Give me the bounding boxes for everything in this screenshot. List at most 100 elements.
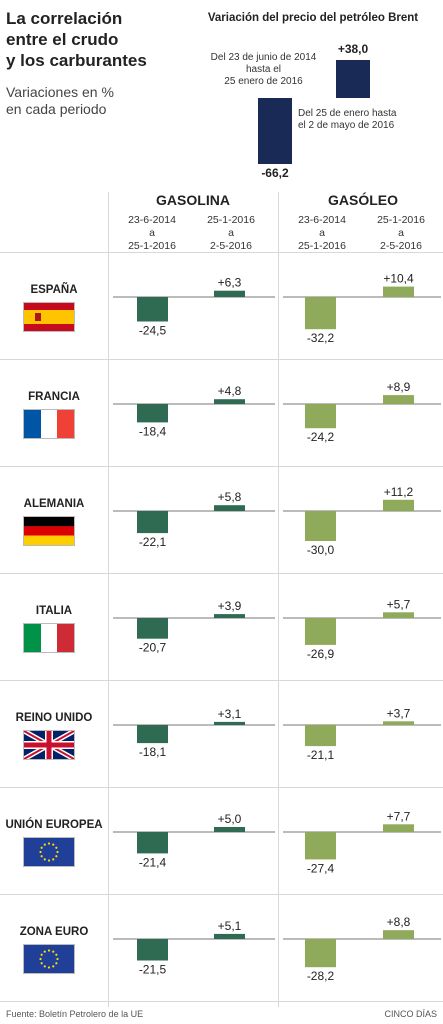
brent-bar-period2 (336, 60, 370, 98)
brent-period1-note: Del 23 de junio de 2014 hasta el 25 ener… (196, 52, 331, 88)
country-label: REINO UNIDO (15, 712, 93, 724)
brent-note-line: 25 enero de 2016 (224, 76, 303, 87)
data-label: -21,1 (307, 748, 335, 762)
bar-gasoleo-period2 (383, 930, 414, 939)
data-label: +7,7 (387, 809, 411, 823)
row-separator (0, 894, 443, 895)
country-label: ESPAÑA (30, 284, 78, 296)
bar-gasolina-period2 (214, 721, 245, 725)
row-separator (0, 787, 443, 788)
bar-gasoleo-period2 (383, 286, 414, 297)
data-label: +5,0 (218, 812, 242, 826)
eu-flag-icon (24, 838, 74, 866)
period-line: 25-1-2016 (128, 240, 176, 252)
data-label: -20,7 (139, 641, 167, 655)
bar-gasolina-period2 (214, 827, 245, 832)
bar-gasolina-period1 (137, 832, 168, 854)
period-line: 25-1-2016 (207, 214, 255, 226)
data-label: +4,8 (218, 384, 242, 398)
period-line: 23-6-2014 (128, 214, 176, 226)
brent-value-period2: +38,0 (337, 42, 369, 56)
data-label: +11,2 (384, 485, 414, 499)
brent-value-period1: -66,2 (261, 166, 289, 181)
bar-gasolina-period1 (137, 725, 168, 744)
period-line: 23-6-2014 (298, 214, 346, 226)
period-line: a (319, 227, 325, 239)
row-separator (0, 573, 443, 574)
bar-gasoleo-period2 (383, 721, 414, 725)
brent-note-line: Del 23 de junio de 2014 (210, 52, 317, 63)
page-subtitle: Variaciones en % en cada periodo (6, 84, 181, 118)
period-line: a (149, 227, 155, 239)
bar-gasolina-period1 (137, 297, 168, 322)
subtitle-line: en cada periodo (6, 101, 107, 117)
period-line: 25-1-2016 (377, 214, 425, 226)
column-header-gasoleo: GASÓLEO (327, 192, 398, 208)
germany-flag-icon (24, 517, 74, 545)
bar-gasolina-period2 (214, 399, 245, 404)
row-separator (0, 1001, 443, 1002)
data-label: -22,1 (139, 535, 167, 549)
data-label: +8,9 (387, 380, 411, 394)
data-label: +5,1 (218, 919, 242, 933)
row-separator (0, 680, 443, 681)
spain-flag-icon (24, 303, 74, 331)
data-label: -32,2 (307, 331, 335, 345)
brand-logo: CINCO DÍAS (384, 1009, 437, 1019)
bar-gasolina-period1 (137, 618, 168, 639)
period1-label-gasoleo: 23-6-2014 a 25-1-2016 (287, 214, 357, 253)
bar-gasoleo-period1 (305, 725, 336, 747)
row-separator (0, 359, 443, 360)
brent-bar-period1 (258, 98, 292, 165)
country-label: FRANCIA (28, 391, 80, 403)
period-line: a (398, 227, 404, 239)
france-flag-icon (24, 410, 74, 438)
bar-gasoleo-period2 (383, 499, 414, 511)
page-title: La correlación entre el crudo y los carb… (6, 8, 181, 71)
bar-gasolina-period1 (137, 404, 168, 423)
bar-gasoleo-period2 (383, 612, 414, 618)
bar-gasolina-period1 (137, 939, 168, 961)
bar-gasolina-period2 (214, 614, 245, 618)
brent-title: Variación del precio del petróleo Brent (207, 12, 419, 24)
column-divider (108, 192, 109, 1007)
subtitle-line: Variaciones en % (6, 84, 114, 100)
brent-note-line: el 2 de mayo de 2016 (298, 120, 395, 131)
country-label: ALEMANIA (23, 498, 85, 510)
row-separator (0, 466, 443, 467)
data-label: +5,7 (387, 597, 411, 611)
period-line: 2-5-2016 (209, 240, 253, 252)
bar-gasoleo-period2 (383, 824, 414, 832)
data-label: -24,5 (139, 324, 167, 338)
bar-gasolina-period1 (137, 511, 168, 534)
country-label: ZONA EURO (19, 926, 89, 938)
bar-gasolina-period2 (214, 505, 245, 511)
data-label: +3,7 (387, 706, 411, 720)
country-label: ITALIA (35, 605, 73, 617)
bar-gasoleo-period1 (305, 939, 336, 968)
period1-label-gasolina: 23-6-2014 a 25-1-2016 (117, 214, 187, 253)
bar-gasolina-period2 (214, 933, 245, 939)
bar-gasolina-period2 (214, 290, 245, 297)
data-label: -24,2 (307, 430, 335, 444)
period-line: 2-5-2016 (379, 240, 423, 252)
data-label: -27,4 (307, 861, 335, 875)
data-label: -28,2 (307, 969, 335, 983)
period2-label-gasolina: 25-1-2016 a 2-5-2016 (196, 214, 266, 253)
bar-gasoleo-period2 (383, 395, 414, 404)
data-label: -18,1 (139, 745, 167, 759)
data-label: +10,4 (383, 272, 414, 286)
italy-flag-icon (24, 624, 74, 652)
column-divider (278, 192, 279, 1007)
data-label: +6,3 (218, 276, 242, 290)
bar-gasoleo-period1 (305, 832, 336, 860)
period-line: a (228, 227, 234, 239)
brent-period2-note: Del 25 de enero hasta el 2 de mayo de 20… (298, 108, 438, 132)
row-separator (0, 252, 443, 253)
bar-gasoleo-period1 (305, 511, 336, 541)
period-line: 25-1-2016 (298, 240, 346, 252)
period2-label-gasoleo: 25-1-2016 a 2-5-2016 (366, 214, 436, 253)
data-label: +3,9 (218, 599, 242, 613)
data-label: +3,1 (218, 707, 242, 721)
